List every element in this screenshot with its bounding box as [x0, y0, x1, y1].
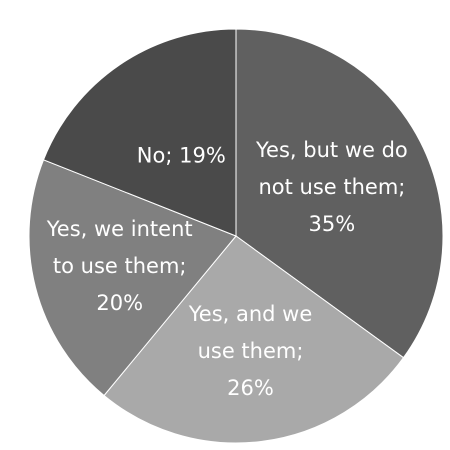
slice-label-line: Yes, and we [188, 302, 313, 326]
slice-label-line: Yes, we intent [46, 217, 193, 241]
slice-label-line: No; 19% [137, 144, 226, 168]
slice-label-line: 35% [309, 212, 356, 236]
slice-label: No; 19% [137, 144, 226, 168]
slice-label-line: 20% [96, 291, 143, 315]
slice-label-line: not use them; [258, 175, 405, 199]
slice-label-line: Yes, but we do [255, 138, 408, 162]
slice-label-line: use them; [198, 339, 304, 363]
slice-label-line: to use them; [53, 254, 187, 278]
slice-label-line: 26% [227, 376, 274, 400]
